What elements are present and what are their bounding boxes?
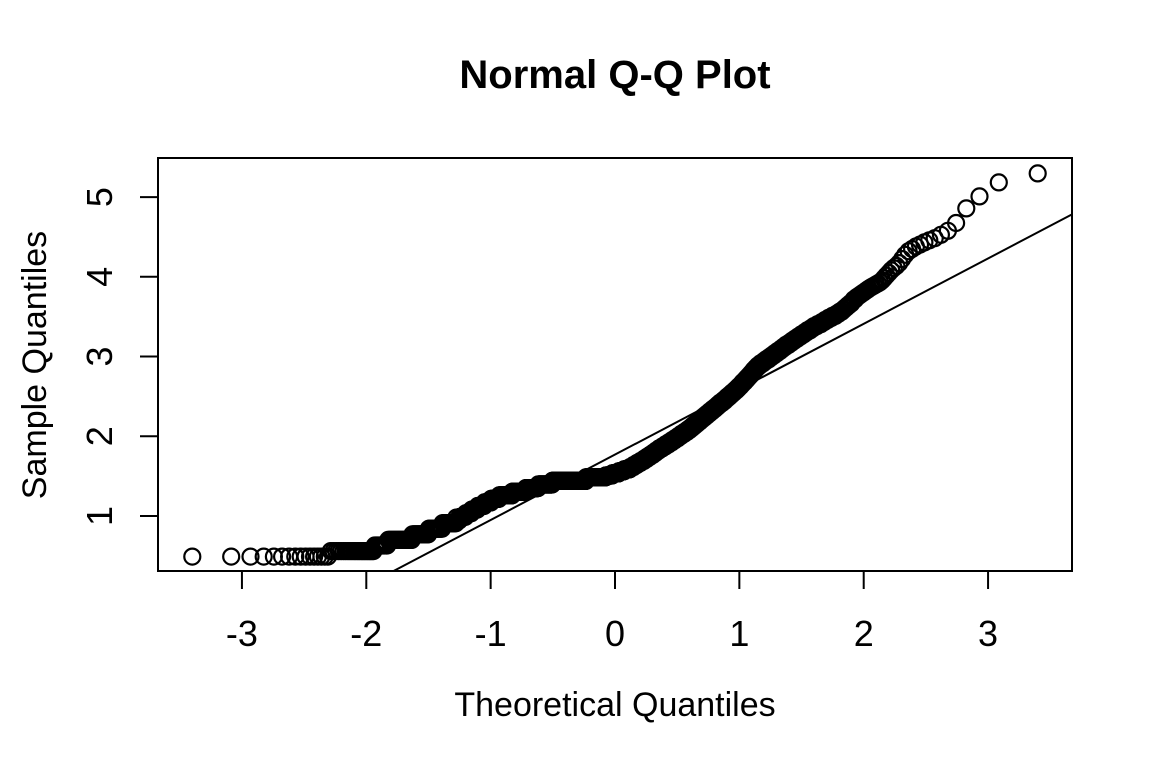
x-axis-label: Theoretical Quantiles (454, 686, 775, 724)
y-tick-label: 2 (79, 426, 120, 446)
y-tick-label: 3 (79, 347, 120, 367)
data-point (222, 547, 241, 566)
x-tick-label: -3 (226, 613, 258, 654)
y-tick-label: 4 (79, 267, 120, 287)
plot-title: Normal Q-Q Plot (459, 53, 770, 97)
data-point (286, 547, 305, 566)
data-points (183, 164, 1047, 566)
data-point (291, 547, 310, 566)
y-tick-label: 1 (79, 506, 120, 526)
data-point (241, 547, 260, 566)
x-tick-label: 1 (729, 613, 749, 654)
y-axis-label: Sample Quantiles (16, 231, 54, 499)
x-tick-label: 2 (854, 613, 874, 654)
data-point (957, 199, 976, 218)
data-point (946, 213, 966, 233)
x-tick-label: -1 (475, 613, 507, 654)
data-point (989, 173, 1008, 192)
x-tick-label: 0 (605, 613, 625, 654)
data-point (970, 187, 989, 206)
data-point (273, 547, 292, 566)
data-point (183, 547, 202, 566)
y-tick-label: 5 (79, 187, 120, 207)
data-point (1028, 164, 1047, 183)
x-tick-label: 3 (978, 613, 998, 654)
x-tick-label: -2 (350, 613, 382, 654)
data-point (254, 547, 273, 566)
axis-ticks: -3 -2 -1 0 1 2 3 1 2 3 4 5 (79, 187, 998, 654)
plot-border (157, 157, 1073, 572)
